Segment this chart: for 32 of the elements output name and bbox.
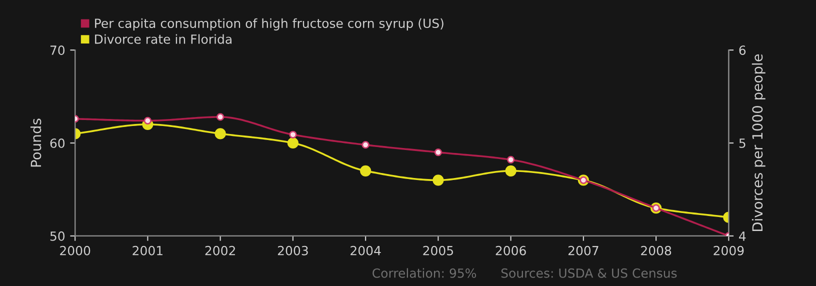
point bbox=[362, 141, 370, 149]
point bbox=[360, 165, 372, 176]
point bbox=[144, 116, 152, 125]
x-tick-label: 2006 bbox=[496, 246, 526, 256]
x-tick-label: 2004 bbox=[350, 246, 381, 256]
x-tick-label: 2008 bbox=[641, 246, 672, 256]
point bbox=[434, 148, 442, 156]
point bbox=[216, 113, 224, 121]
x-tick-label: 2000 bbox=[60, 246, 90, 256]
point bbox=[506, 156, 515, 164]
y-tick-label: 50 bbox=[50, 231, 65, 241]
y2-axis-title: Divorces per 1000 people bbox=[752, 54, 766, 232]
x-tick-label: 2007 bbox=[568, 246, 598, 256]
x-tick-label: 2003 bbox=[278, 246, 308, 256]
y2-tick-label: 6 bbox=[739, 46, 746, 55]
x-tick-label: 2005 bbox=[423, 246, 454, 256]
legend-label: Per capita consumption of high fructose corn syrup (US) bbox=[95, 18, 444, 30]
point bbox=[432, 174, 444, 186]
x-tick-label: 2002 bbox=[205, 246, 235, 256]
text: Correlation: 95% Sources: USDA & US Census bbox=[372, 268, 677, 278]
point bbox=[287, 137, 298, 149]
x-tick-label: 2009 bbox=[714, 246, 744, 256]
legend-label: Divorce rate in Florida bbox=[95, 34, 232, 44]
point bbox=[214, 128, 226, 140]
y2-tick-label: 5 bbox=[739, 138, 746, 148]
y-tick-label: 60 bbox=[50, 138, 65, 148]
y2-tick-label: 4 bbox=[739, 232, 746, 241]
x-tick-label: 2001 bbox=[132, 246, 162, 256]
point bbox=[505, 165, 516, 176]
point bbox=[289, 130, 297, 138]
y-tick-label: 70 bbox=[50, 46, 65, 55]
y-axis-title: Pounds bbox=[30, 118, 42, 167]
